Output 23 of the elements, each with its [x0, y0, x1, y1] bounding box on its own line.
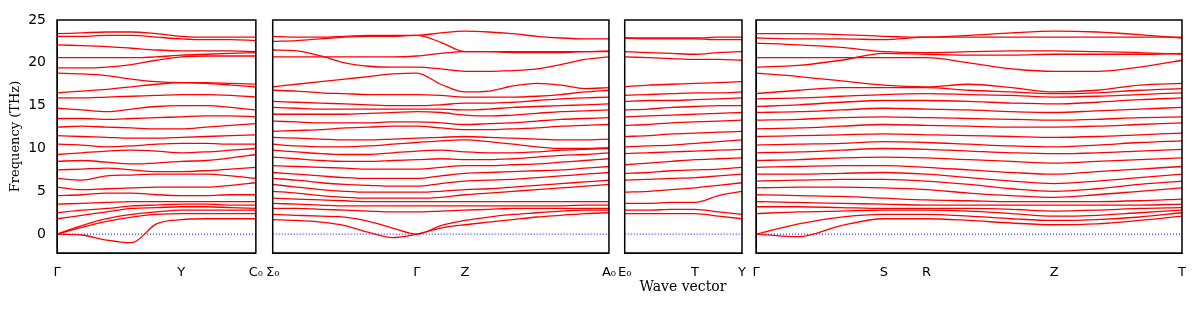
y-axis-title: Frequency (THz): [7, 80, 23, 193]
y-tick-label: 15: [28, 96, 46, 113]
y-tick-label: 5: [37, 181, 46, 198]
x-tick-label: Γ: [752, 264, 761, 280]
x-tick-label: Z: [460, 264, 470, 280]
x-tick-label: Z: [1049, 264, 1059, 280]
x-tick-label: C₀: [248, 264, 263, 280]
x-tick-label: Γ: [53, 264, 62, 280]
y-tick-label: 25: [28, 10, 46, 27]
x-tick-label: E₀: [617, 264, 632, 280]
x-tick-label: T: [1177, 264, 1187, 280]
x-axis-title: Wave vector: [638, 278, 728, 294]
y-tick-label: 20: [28, 53, 46, 70]
x-tick-label: T: [690, 264, 700, 280]
x-tick-label: S: [879, 264, 888, 280]
x-tick-label: A₀: [601, 264, 616, 280]
x-tick-label: R: [921, 264, 931, 280]
x-tick-label: Y: [737, 264, 747, 280]
y-tick-label: 10: [28, 139, 46, 156]
x-tick-label: Γ: [413, 264, 422, 280]
x-tick-label: Σ₀: [265, 264, 280, 280]
y-tick-label: 0: [37, 224, 46, 241]
x-tick-label: Y: [176, 264, 186, 280]
